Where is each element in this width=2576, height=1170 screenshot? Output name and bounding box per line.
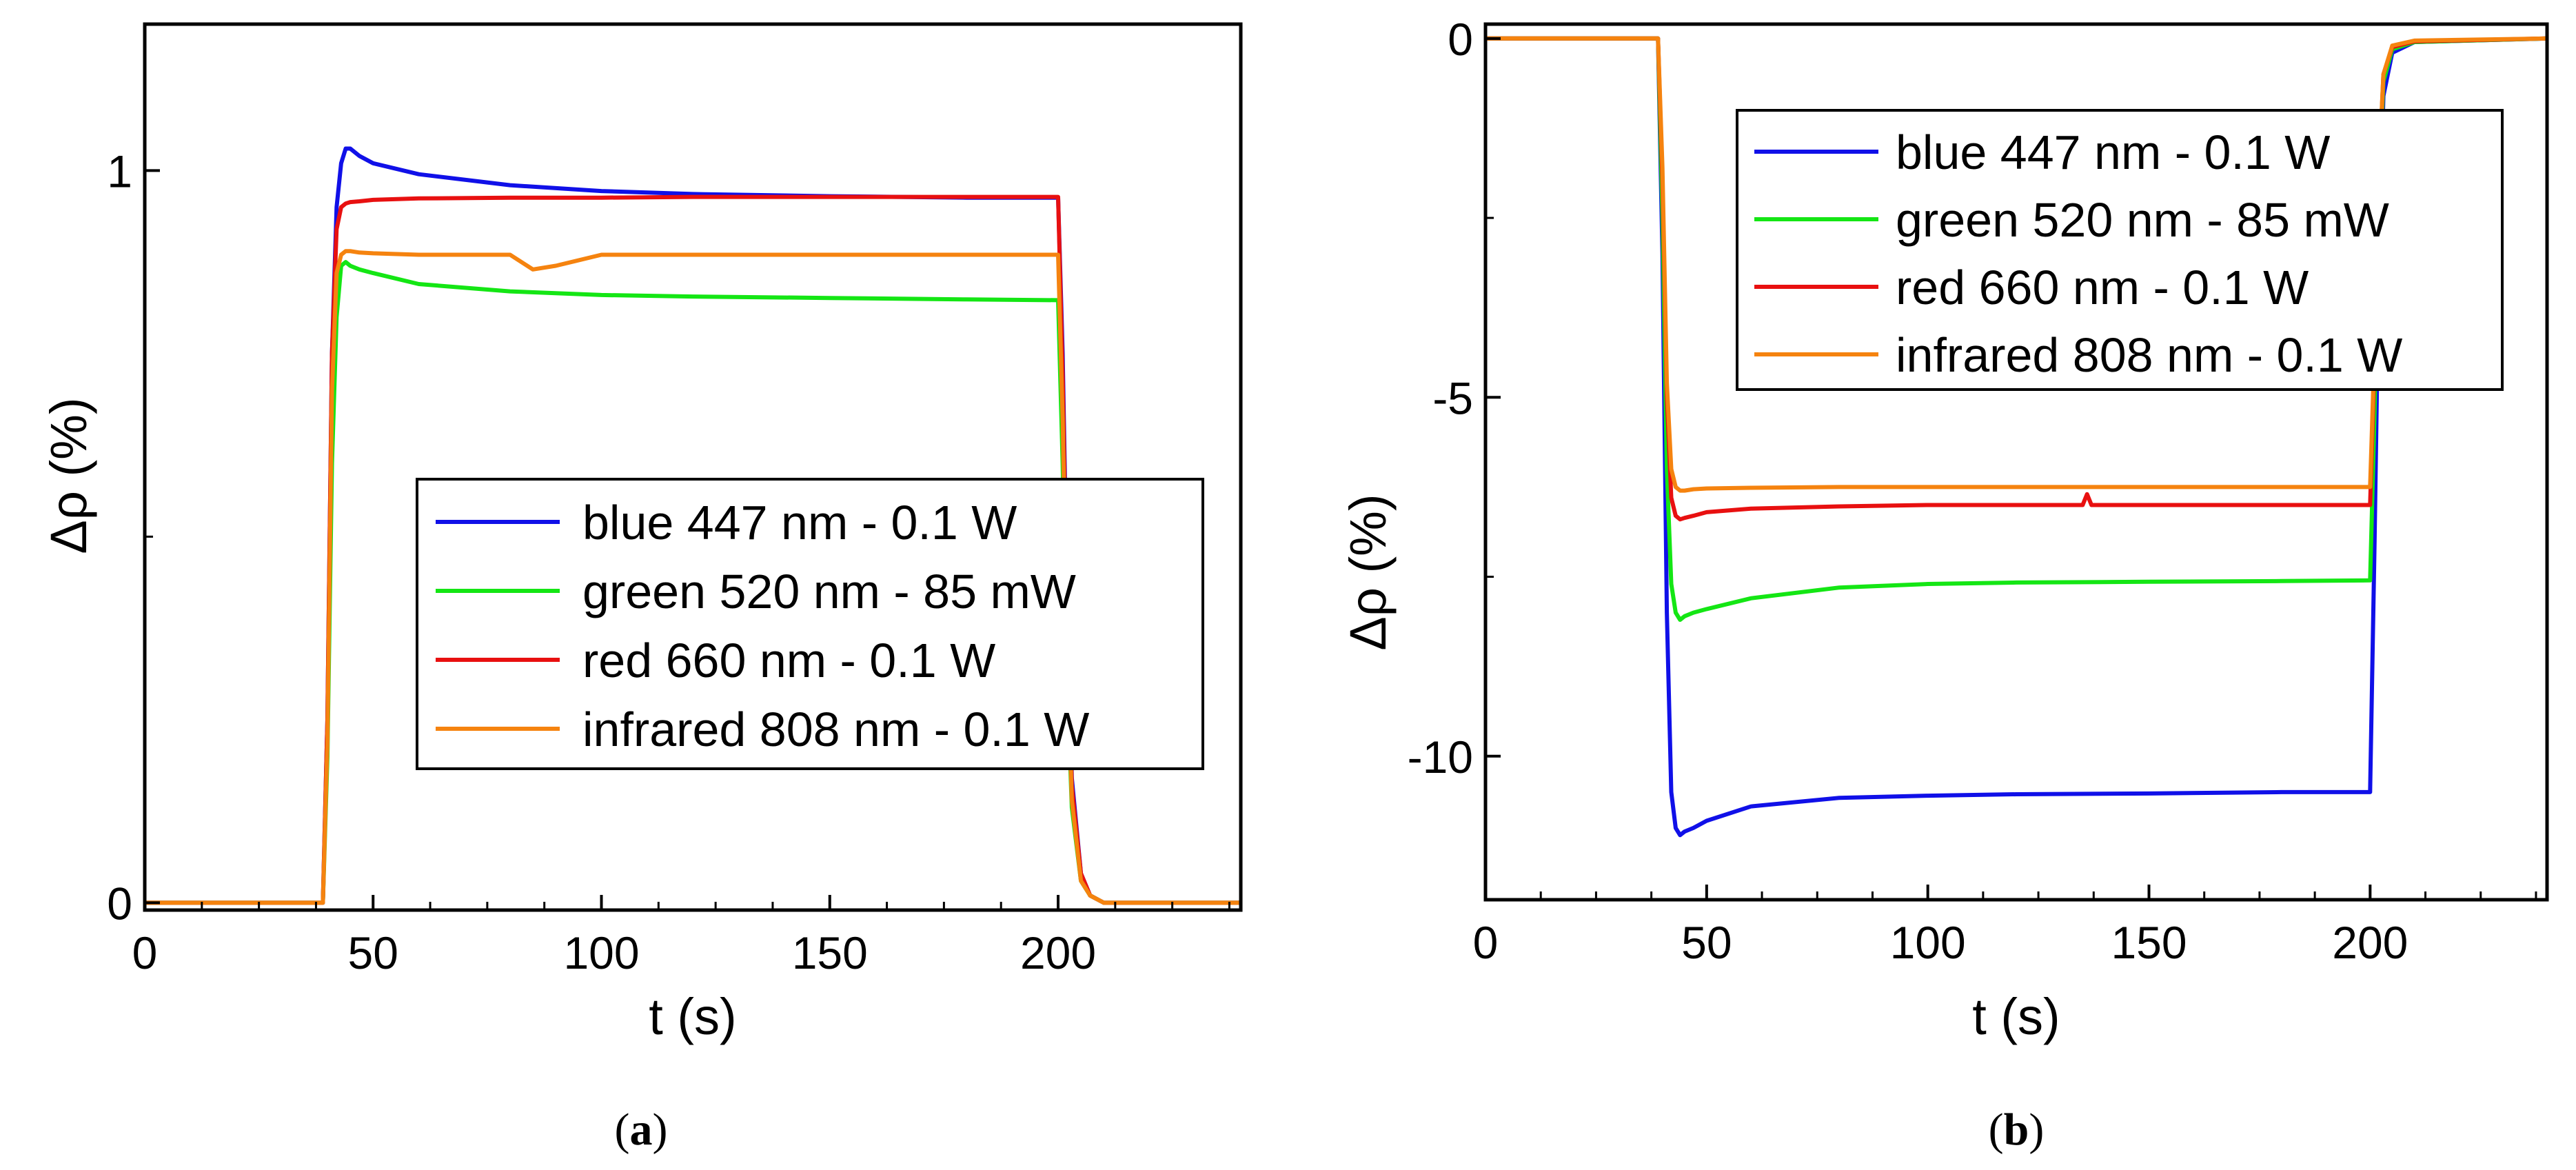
legend-label-red-a: red 660 nm - 0.1 W (582, 634, 995, 687)
legend-label-blue-a: blue 447 nm - 0.1 W (582, 496, 1017, 549)
legend-box-b (1736, 109, 2504, 391)
panel-b: 0 50 100 150 200 0 -5 -10 t (s) Δρ (%) blue 447… (1339, 14, 2549, 1155)
legend-label-infrared-a: infrared 808 nm - 0.1 W (582, 703, 1089, 756)
y-tick-label-b: -10 (1408, 732, 1473, 783)
y-tick-label-a: 0 (107, 878, 132, 929)
series-line-infrared-a (145, 249, 1241, 905)
y-axis-title-a: Δρ (%) (40, 397, 97, 554)
caption-b: (b) (1989, 1105, 2045, 1155)
x-axis-title-b: t (s) (1972, 988, 2060, 1045)
legend-b: blue 447 nm - 0.1 W green 520 nm - 85 mW… (1736, 109, 2504, 391)
y-axis-title-b: Δρ (%) (1339, 494, 1397, 650)
y-tick-label-b: 0 (1448, 14, 1473, 65)
x-tick-label-a: 150 (792, 927, 868, 978)
x-tick-label-a: 0 (132, 927, 158, 978)
legend-label-green-b: green 520 nm - 85 mW (1896, 193, 2389, 247)
x-tick-label-b: 100 (1890, 917, 1966, 968)
plot-frame-b (1483, 22, 2549, 902)
x-tick-label-a: 100 (563, 927, 639, 978)
plot-frame-a (143, 22, 1243, 912)
legend-a: blue 447 nm - 0.1 W green 520 nm - 85 mW… (416, 478, 1204, 770)
x-axis-title-a: t (s) (649, 988, 736, 1045)
x-tick-label-b: 150 (2111, 917, 2187, 968)
x-tick-label-a: 50 (348, 927, 398, 978)
panel-a: 0 50 100 150 200 0 1 t (s) Δρ (%) blue 447 nm … (40, 22, 1243, 1155)
caption-a: (a) (615, 1105, 668, 1155)
x-tick-label-a: 200 (1020, 927, 1096, 978)
caption-letter-a: a (630, 1105, 653, 1155)
legend-label-green-a: green 520 nm - 85 mW (582, 565, 1076, 618)
legend-box-a (416, 478, 1204, 770)
y-tick-label-a: 1 (107, 145, 132, 196)
x-tick-label-b: 200 (2332, 917, 2408, 968)
legend-label-blue-b: blue 447 nm - 0.1 W (1896, 125, 2330, 179)
x-tick-label-b: 50 (1681, 917, 1732, 968)
caption-letter-b: b (2004, 1105, 2029, 1155)
x-tick-label-b: 0 (1473, 917, 1499, 968)
y-tick-label-b: -5 (1432, 372, 1473, 423)
legend-label-infrared-b: infrared 808 nm - 0.1 W (1896, 328, 2402, 382)
legend-label-red-b: red 660 nm - 0.1 W (1896, 261, 2309, 314)
